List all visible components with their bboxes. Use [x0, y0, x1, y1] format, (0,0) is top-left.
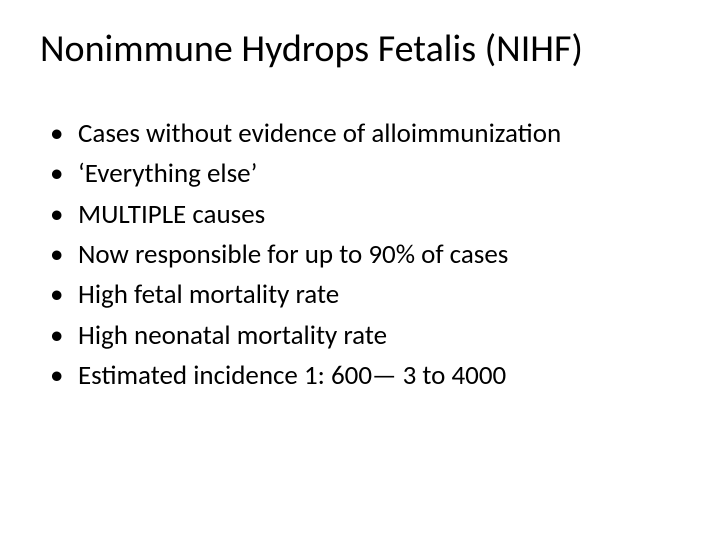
list-item: MULTIPLE causes [46, 197, 680, 233]
list-item: High neonatal mortality rate [46, 318, 680, 354]
list-item: Estimated incidence 1: 600— 3 to 4000 [46, 358, 680, 394]
slide-title: Nonimmune Hydrops Fetalis (NIHF) [40, 28, 680, 72]
list-item: High fetal mortality rate [46, 277, 680, 313]
bullet-list: Cases without evidence of alloimmunizati… [40, 116, 680, 395]
list-item: Cases without evidence of alloimmunizati… [46, 116, 680, 152]
list-item: Now responsible for up to 90% of cases [46, 237, 680, 273]
slide: Nonimmune Hydrops Fetalis (NIHF) Cases w… [0, 0, 720, 540]
list-item: ‘Everything else’ [46, 156, 680, 192]
